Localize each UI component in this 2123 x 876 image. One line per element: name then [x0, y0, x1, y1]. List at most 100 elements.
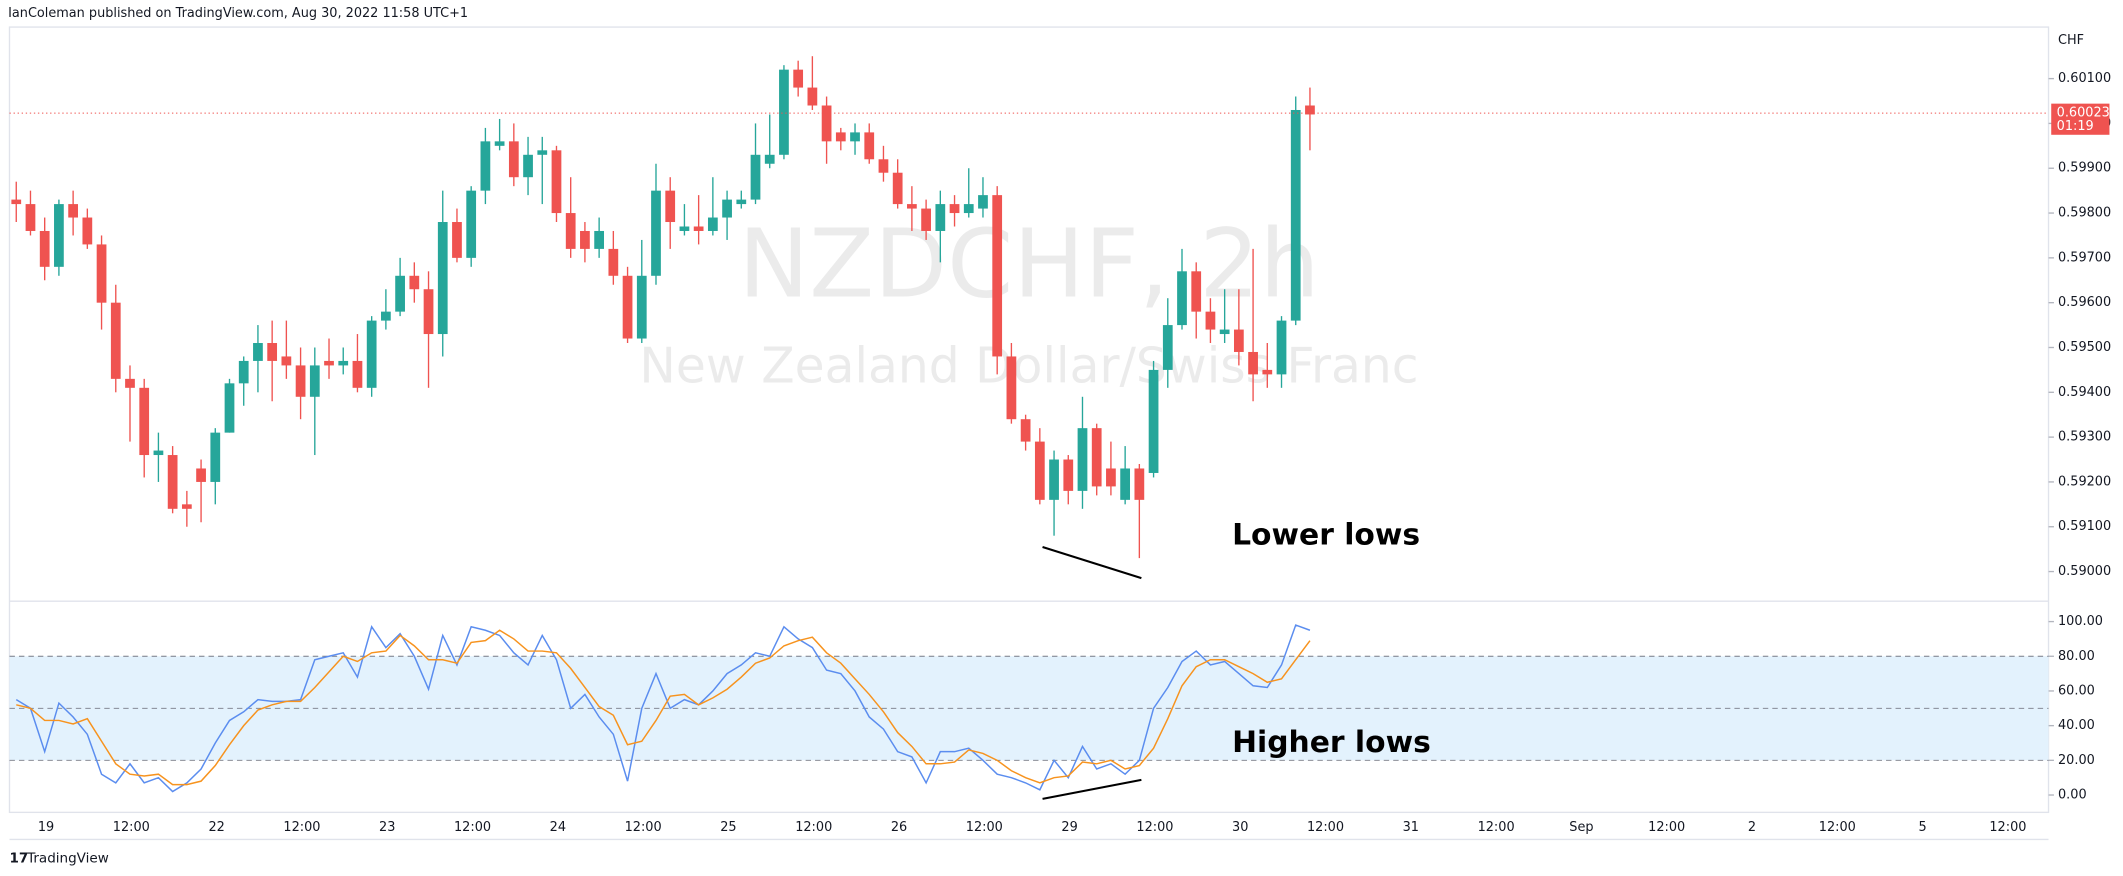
y-tick-label: 0.59300	[2058, 430, 2111, 445]
y-tick-label: 0.59100	[2058, 519, 2111, 534]
candle-body	[622, 275, 633, 339]
stoch-line	[16, 629, 1311, 786]
candle-body	[366, 320, 377, 388]
candle-body	[636, 275, 647, 339]
candle-body	[878, 159, 889, 173]
watermark-title: NZDCHF, 2h	[738, 210, 1319, 320]
candle-body	[764, 154, 775, 164]
candle-body	[381, 311, 391, 321]
candle-body	[153, 450, 164, 456]
candle-body	[1191, 271, 1202, 312]
x-tick-label: 22	[208, 820, 224, 835]
candle-body	[437, 222, 448, 335]
y-tick-label: 0.59900	[2058, 161, 2111, 176]
x-tick-label: 12:00	[113, 820, 150, 835]
candle-body	[907, 204, 917, 209]
x-tick-label: 12:00	[454, 820, 491, 835]
candle-body	[651, 190, 661, 276]
candle-body	[494, 141, 505, 146]
candle-body	[196, 468, 206, 482]
candle-body	[82, 217, 93, 245]
candle-body	[1205, 311, 1216, 330]
y-tick-label: 0.59000	[2058, 564, 2111, 579]
trend-line	[1042, 778, 1142, 800]
candle-body	[1006, 356, 1017, 420]
candle-body	[523, 154, 533, 178]
y-tick-label: 0.60100	[2058, 71, 2111, 86]
candle-body	[309, 365, 320, 397]
candle-body	[1248, 351, 1258, 375]
candle-body	[1219, 329, 1230, 335]
candle-body	[679, 226, 690, 231]
candle-body	[707, 217, 718, 231]
candle-body	[864, 132, 875, 160]
candle-body	[750, 154, 761, 200]
y-tick-label: 0.59700	[2058, 250, 2111, 265]
y-tick-label: 0.59800	[2058, 206, 2111, 221]
x-tick-label: 12:00	[1307, 820, 1344, 835]
candle-body	[793, 69, 804, 88]
candle-body	[324, 360, 334, 366]
y-tick-label: 0.59500	[2058, 340, 2111, 355]
candle-body	[935, 204, 946, 231]
candle-body	[1020, 419, 1031, 442]
candle-body	[139, 387, 150, 456]
x-tick-label: 31	[1403, 820, 1419, 835]
candle-body	[238, 360, 249, 384]
candle-body	[281, 356, 292, 366]
last-price-tag	[2051, 103, 2110, 135]
candle-body	[267, 343, 278, 361]
candle-body	[253, 343, 263, 361]
x-tick-label: 25	[720, 820, 736, 835]
candle-body	[779, 69, 789, 155]
x-tick-label: 12:00	[1819, 820, 1856, 835]
frame	[8, 26, 2050, 814]
candle-body	[850, 132, 860, 142]
x-tick-label: 29	[1061, 820, 1077, 835]
annotation: Lower lows	[1232, 518, 1420, 553]
trend-line	[1042, 546, 1142, 580]
x-tick-label: 24	[550, 820, 566, 835]
candle-body	[1063, 459, 1074, 491]
y-tick-label: 40.00	[2058, 718, 2095, 733]
candle-body	[68, 204, 78, 218]
candle-body	[608, 248, 619, 276]
candle-body	[96, 244, 107, 303]
candle-body	[736, 199, 747, 205]
candle-body	[39, 230, 50, 267]
candle-body	[54, 204, 64, 267]
candle-body	[466, 190, 477, 258]
candle-body	[1106, 468, 1116, 487]
candle-body	[807, 87, 818, 106]
candle-body	[992, 195, 1003, 357]
candle-body	[295, 365, 306, 397]
marks: 0.59000 0.59100 0.59200 0.59300 0.59400 0.595…	[9, 56, 2111, 835]
annotation: Higher lows	[1232, 725, 1431, 760]
candle-body	[210, 432, 221, 482]
candle-body	[1233, 329, 1244, 352]
candle-body	[1290, 109, 1301, 321]
candle-body	[551, 150, 562, 214]
candle-body	[1034, 441, 1045, 500]
x-tick-label: 12:00	[283, 820, 320, 835]
candle-body	[722, 199, 732, 218]
x-tick-label: 12:00	[1989, 820, 2026, 835]
candle-body	[1162, 325, 1173, 370]
watermark-subtitle: New Zealand Dollar/Swiss Franc	[639, 339, 1418, 395]
candle-body	[821, 105, 832, 142]
candle-body	[1134, 468, 1145, 500]
y-tick-label: 20.00	[2058, 753, 2095, 768]
y-tick-label: 0.59600	[2058, 295, 2111, 310]
candle-body	[1177, 271, 1187, 326]
candle-body	[537, 150, 548, 155]
candle-body	[594, 230, 605, 249]
y-tick-label: 60.00	[2058, 683, 2095, 698]
candle-body	[835, 132, 846, 142]
candle-body	[167, 455, 178, 509]
last-price-label: 0.60023	[2057, 106, 2110, 121]
candle-body	[409, 275, 420, 290]
candle-body	[508, 141, 519, 178]
candle-body	[423, 289, 434, 335]
y-tick-label: 80.00	[2058, 649, 2095, 664]
